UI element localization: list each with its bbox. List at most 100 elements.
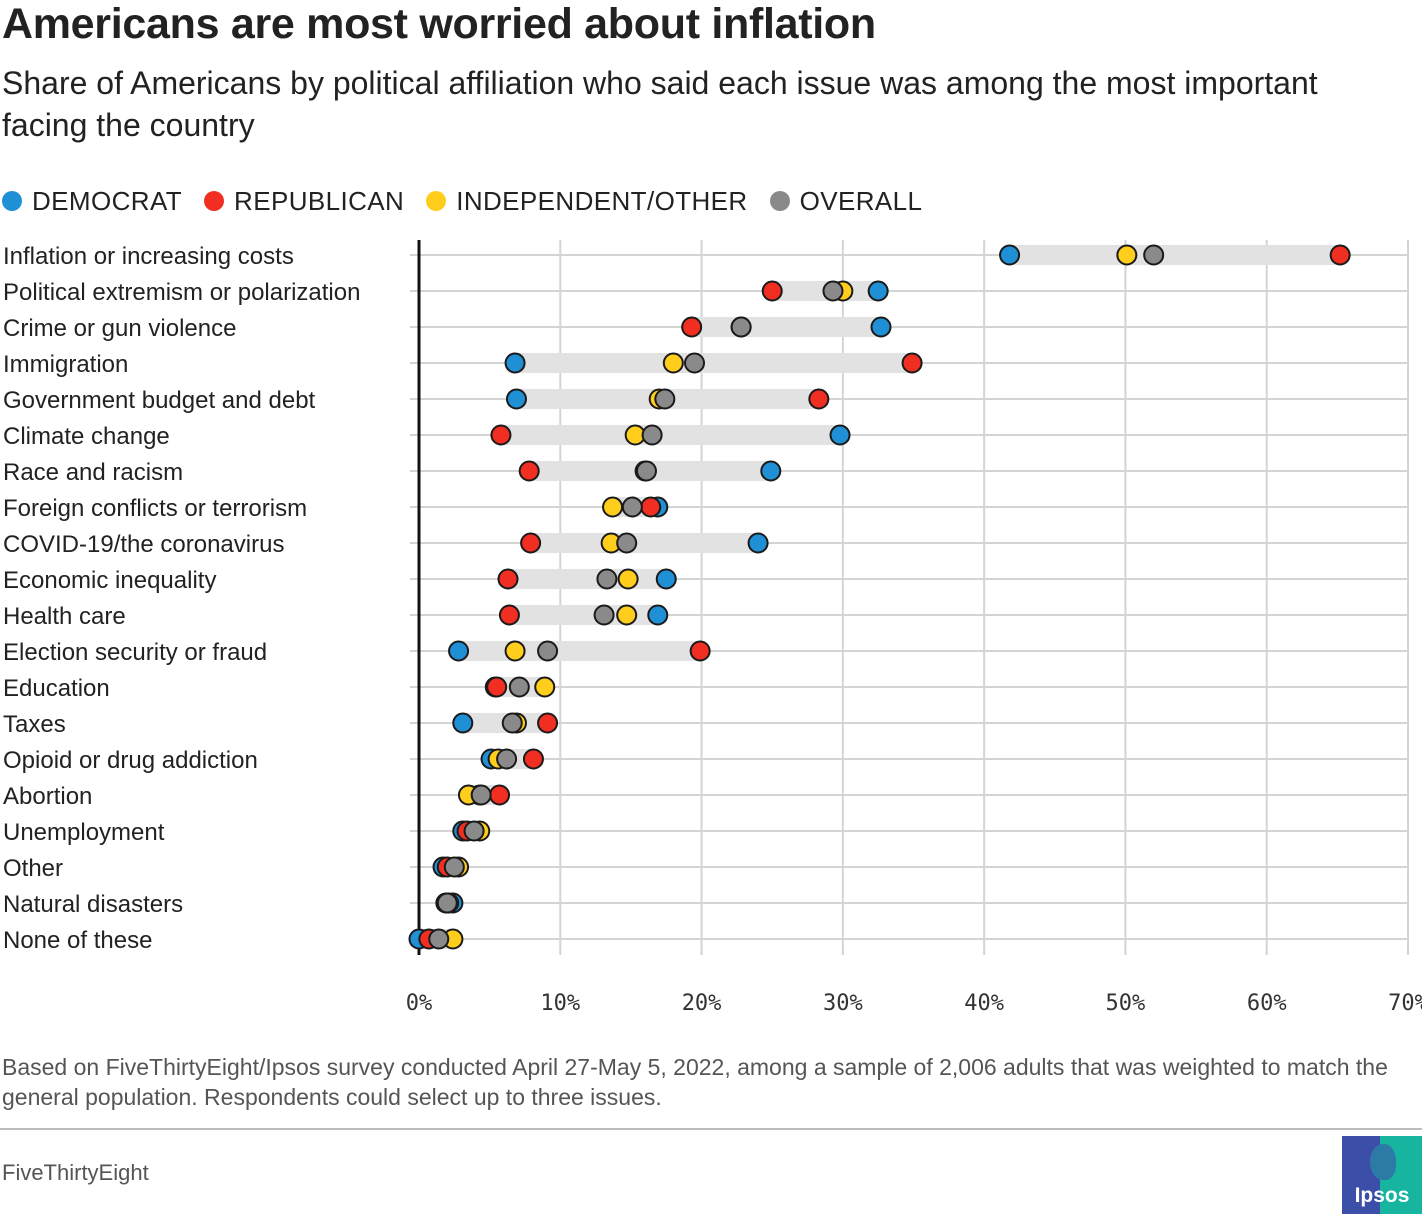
republican-dot xyxy=(498,604,520,626)
overall-dot xyxy=(616,532,638,554)
democrat-dot xyxy=(747,532,769,554)
overall-dot xyxy=(593,604,615,626)
democrat-dot xyxy=(448,640,470,662)
republican-dot xyxy=(901,352,923,374)
overall-dot xyxy=(463,820,485,842)
row-label: Education xyxy=(3,675,110,702)
x-tick-label: 20% xyxy=(682,991,722,1016)
democrat-dot xyxy=(452,712,474,734)
democrat-dot xyxy=(829,424,851,446)
republican-dot xyxy=(489,784,511,806)
row-label: Race and racism xyxy=(3,459,183,486)
legend-dot-republican xyxy=(204,191,225,211)
row-label: Economic inequality xyxy=(3,567,216,594)
brand-name: FiveThirtyEight xyxy=(2,1160,149,1185)
range-bar xyxy=(691,317,882,337)
source-note: Based on FiveThirtyEight/Ipsos survey co… xyxy=(2,1054,1388,1110)
footer-divider xyxy=(0,1128,1422,1130)
x-tick-label: 70% xyxy=(1388,991,1422,1016)
independent-dot xyxy=(602,496,624,518)
overall-dot xyxy=(822,280,844,302)
overall-dot xyxy=(470,784,492,806)
republican-dot xyxy=(537,712,559,734)
independent-dot xyxy=(1116,244,1138,266)
chart-title: Americans are most worried about inflati… xyxy=(2,0,876,48)
row-label: Other xyxy=(3,855,63,882)
logo-face-icon xyxy=(1370,1144,1396,1180)
democrat-dot xyxy=(760,460,782,482)
overall-dot xyxy=(443,856,465,878)
independent-dot xyxy=(504,640,526,662)
republican-dot xyxy=(518,460,540,482)
legend-label-republican: REPUBLICAN xyxy=(234,185,405,216)
range-bar xyxy=(1009,245,1341,265)
range-bar xyxy=(515,353,913,373)
row-label: Unemployment xyxy=(3,819,165,846)
republican-dot xyxy=(490,424,512,446)
overall-dot xyxy=(621,496,643,518)
independent-dot xyxy=(534,676,556,698)
legend-item-overall: OVERALL xyxy=(769,185,923,217)
row-label: Political extremism or polarization xyxy=(3,279,360,306)
row-label: Natural disasters xyxy=(3,891,183,918)
republican-dot xyxy=(640,496,662,518)
legend-item-democrat: DEMOCRAT xyxy=(2,186,182,217)
legend-label-overall: OVERALL xyxy=(799,185,923,216)
overall-dot xyxy=(508,676,530,698)
row-label: Health care xyxy=(3,603,126,630)
overall-dot xyxy=(501,712,523,734)
republican-dot xyxy=(808,388,830,410)
row-label: Government budget and debt xyxy=(3,387,316,414)
republican-dot xyxy=(522,748,544,770)
democrat-dot xyxy=(999,244,1021,266)
legend-dot-independent xyxy=(426,191,447,211)
x-tick-label: 60% xyxy=(1247,991,1287,1016)
republican-dot xyxy=(1329,244,1351,266)
overall-dot xyxy=(1143,244,1165,266)
row-label: Opioid or drug addiction xyxy=(3,747,258,774)
democrat-dot xyxy=(655,568,677,590)
overall-dot xyxy=(641,424,663,446)
democrat-dot xyxy=(870,316,892,338)
overall-dot xyxy=(537,640,559,662)
row-label: Abortion xyxy=(3,783,92,810)
legend-label-democrat: DEMOCRAT xyxy=(32,185,183,216)
row-label: Climate change xyxy=(3,423,170,450)
independent-dot xyxy=(616,604,638,626)
overall-dot xyxy=(730,316,752,338)
overall-dot xyxy=(596,568,618,590)
legend-item-independent: INDEPENDENT/OTHER xyxy=(426,186,747,217)
range-bar xyxy=(458,641,701,661)
row-label: Foreign conflicts or terrorism xyxy=(3,495,307,522)
ipsos-logo: Ipsos xyxy=(1342,1136,1422,1214)
range-bar xyxy=(530,533,759,553)
legend-item-republican: REPUBLICAN xyxy=(204,186,404,217)
republican-dot xyxy=(689,640,711,662)
democrat-dot xyxy=(504,352,526,374)
range-bar xyxy=(508,569,667,589)
range-bar xyxy=(500,425,841,445)
row-label: Taxes xyxy=(3,711,66,738)
independent-dot xyxy=(617,568,639,590)
x-tick-label: 10% xyxy=(540,991,580,1016)
row-label: Election security or fraud xyxy=(3,639,267,666)
row-label: Immigration xyxy=(3,351,128,378)
logo-wordmark: Ipsos xyxy=(1354,1184,1410,1207)
overall-dot xyxy=(654,388,676,410)
row-label: None of these xyxy=(3,927,152,954)
overall-dot xyxy=(436,892,458,914)
x-tick-label: 30% xyxy=(823,991,863,1016)
row-label: Inflation or increasing costs xyxy=(3,243,294,270)
democrat-dot xyxy=(647,604,669,626)
overall-dot xyxy=(635,460,657,482)
republican-dot xyxy=(761,280,783,302)
x-tick-label: 50% xyxy=(1106,991,1146,1016)
overall-dot xyxy=(428,928,450,950)
dot-plot: 0% 10% 20% 30% 40% 50% 60% 70% Inflation or incr… xyxy=(3,240,1422,1016)
x-tick-label: 40% xyxy=(964,991,1004,1016)
overall-dot xyxy=(684,352,706,374)
overall-dot xyxy=(496,748,518,770)
democrat-dot xyxy=(505,388,527,410)
republican-dot xyxy=(681,316,703,338)
democrat-dot xyxy=(867,280,889,302)
